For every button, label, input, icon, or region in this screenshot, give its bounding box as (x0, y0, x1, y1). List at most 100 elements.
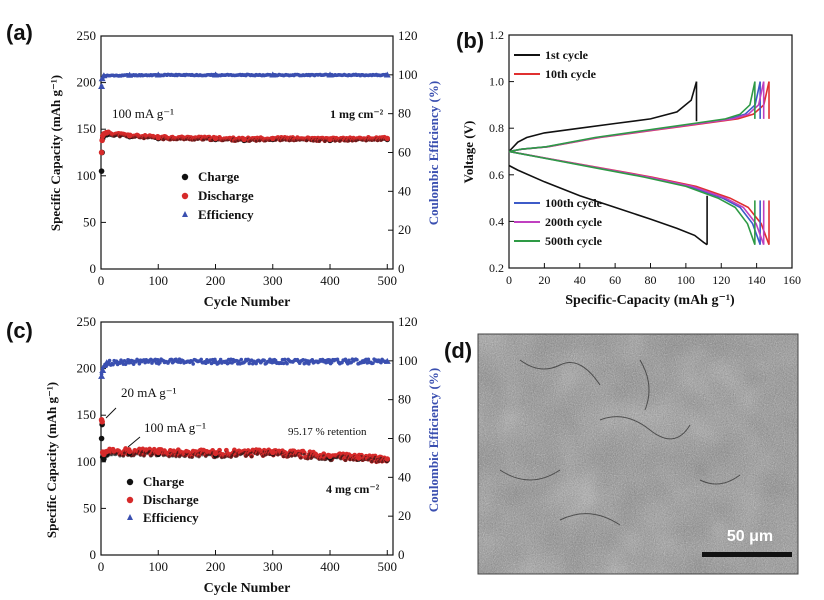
panel-c-charge-point (183, 454, 187, 459)
panel-c-efficiency-anchor (103, 359, 111, 366)
panel-a-discharge-anchor (384, 135, 391, 142)
panel-b-cycle-charge-curve (508, 81, 765, 153)
panel-c-charge-point (204, 454, 208, 459)
panel-c-discharge-point (217, 447, 222, 453)
panel-c-retention-annotation: 95.17 % retention (288, 426, 367, 438)
panel-c-discharge-anchor (327, 453, 333, 460)
panel-c: (c) 0 100 200 300 400 50005010015020025002040… (6, 314, 441, 596)
panel-b-legend-cycle100: 100th cycle (545, 196, 603, 210)
panel-c-efficiency-point (371, 361, 375, 365)
panel-a: (a) 0 100 200 300 400 50005010015020025002040… (6, 20, 441, 310)
panel-b-x-tick-label: 100 (677, 273, 695, 287)
panel-c-y2-tick-label: 80 (398, 392, 411, 407)
panel-b-x-tick-label: 40 (574, 273, 586, 287)
panel-c-charge-point (177, 455, 182, 459)
panel-c-charge-point (167, 455, 171, 459)
panel-c-y2-tick-label: 0 (398, 547, 405, 562)
panel-a-discharge-anchor (103, 130, 110, 136)
panel-a-x-tick-label: 400 (320, 273, 340, 288)
panel-d: (d) 50 μm (444, 333, 799, 575)
panel-a-legend-efficiency: Efficiency (198, 207, 254, 222)
panel-a-y-tick-label: 100 (77, 168, 97, 183)
panel-a-legend-charge: Charge (198, 169, 239, 184)
panel-b-cycle-charge-curve (508, 81, 756, 153)
panel-c-rate-annotation-2: 100 mA g⁻¹ (144, 420, 206, 435)
panel-a-efficiency-anchor (383, 71, 391, 78)
panel-a-x-axis-label: Cycle Number (204, 295, 291, 310)
panel-c-charge-point (343, 458, 348, 463)
panel-a-y2-tick-label: 100 (398, 67, 418, 82)
panel-c-efficiency-point (247, 361, 252, 366)
panel-c-efficiency-point (310, 358, 315, 362)
panel-b-cycle-charge-curve (508, 81, 761, 153)
panel-c-y2-axis-label: Coulombic Efficiency (%) (426, 368, 441, 512)
panel-c-y-tick-label: 100 (77, 454, 97, 469)
panel-b-legend-top: 1st cycle 10th cycle (514, 48, 597, 81)
panel-c-efficiency-point (335, 357, 340, 362)
panel-a-y2-axis-label: Coulombic Efficiency (%) (426, 81, 441, 225)
panel-c-y2-tick-label: 120 (398, 314, 418, 329)
panel-c-x-tick-label: 300 (263, 559, 283, 574)
panel-b-legend-cycle200: 200th cycle (545, 215, 603, 229)
panel-a-efficiency-anchor (126, 71, 134, 78)
panel-c-discharge-anchor (103, 448, 110, 455)
panel-b-cycle1-charge-curve (508, 81, 698, 153)
panel-c-charge-point (339, 457, 343, 461)
panel-c-efficiency-anchor (99, 367, 107, 374)
panel-a-legend: Charge Discharge Efficiency (181, 169, 254, 222)
panel-a-discharge-anchor (241, 136, 247, 143)
panel-c-axes: 0 100 200 300 400 500050100150200250020406080… (77, 314, 418, 574)
panel-c-efficiency-point (169, 357, 174, 362)
panel-b-y-tick-label: 0.6 (489, 168, 504, 182)
panel-c-efficiency-point (131, 362, 136, 366)
panel-c-x-tick-label: 500 (378, 559, 398, 574)
panel-d-label: (d) (444, 338, 472, 363)
panel-b-cycle-charge-curve (508, 81, 770, 153)
panel-c-rate-annotation-1: 20 mA g⁻¹ (121, 385, 177, 400)
panel-a-legend-efficiency-marker (182, 211, 188, 217)
panel-b-x-tick-label: 140 (748, 273, 766, 287)
panel-b-cycle1-discharge-curve (508, 164, 708, 246)
panel-c-charge-anchor (101, 456, 107, 462)
sem-image (477, 333, 799, 575)
panel-c-legend-charge: Charge (143, 474, 184, 489)
panel-a-discharge-anchor (269, 135, 276, 142)
panel-a-loading-annotation: 1 mg cm⁻² (330, 107, 384, 121)
panel-c-efficiency-point (343, 357, 348, 362)
panel-b-legend-cycle10: 10th cycle (545, 67, 597, 81)
panel-b-y-tick-label: 1.0 (489, 75, 504, 89)
panel-c-charge-point (235, 454, 239, 458)
panel-c-efficiency-anchor (269, 357, 277, 364)
panel-c-legend-discharge: Discharge (143, 492, 199, 507)
panel-c-charge-point (223, 455, 227, 459)
panel-b-legend-cycle1: 1st cycle (545, 48, 589, 62)
panel-a-legend-charge-marker (181, 173, 189, 181)
panel-c-efficiency-point (199, 357, 203, 362)
panel-b: (b) 0 20 40 60 80 100 120 140 160 0.2 0.4 0.6 0.8 1.0… (456, 28, 801, 308)
panel-a-x-tick-label: 100 (149, 273, 169, 288)
panel-c-discharge-anchor (155, 449, 162, 456)
panel-c-efficiency-point (285, 361, 289, 366)
panel-a-y2-tick-label: 40 (398, 183, 411, 198)
panel-a-x-tick-label: 500 (378, 273, 398, 288)
panel-c-charge-point (138, 453, 143, 457)
panel-c-legend-efficiency-marker (127, 514, 133, 520)
panel-c-charge-point (132, 454, 136, 458)
panel-c-charge-point (377, 459, 381, 464)
panel-c-charge-point (290, 454, 294, 458)
panel-a-y-axis-label: Specific Capacity (mAh g⁻¹) (48, 75, 63, 231)
panel-c-charge-point (276, 453, 280, 457)
panel-c-efficiency-point (282, 357, 287, 362)
panel-b-cycle-discharge-curve (508, 150, 756, 245)
panel-b-x-tick-label: 20 (538, 273, 550, 287)
panel-c-charge-point (286, 455, 290, 459)
panel-c-x-tick-label: 0 (98, 559, 105, 574)
panel-c-efficiency-point (218, 357, 223, 362)
panel-a-x-tick-label: 200 (206, 273, 226, 288)
panel-a-x-tick-label: 300 (263, 273, 283, 288)
panel-b-x-tick-label: 80 (645, 273, 657, 287)
panel-c-y-tick-label: 250 (77, 314, 97, 329)
panel-c-charge-point (370, 459, 374, 464)
panel-a-efficiency-anchor (269, 71, 277, 78)
